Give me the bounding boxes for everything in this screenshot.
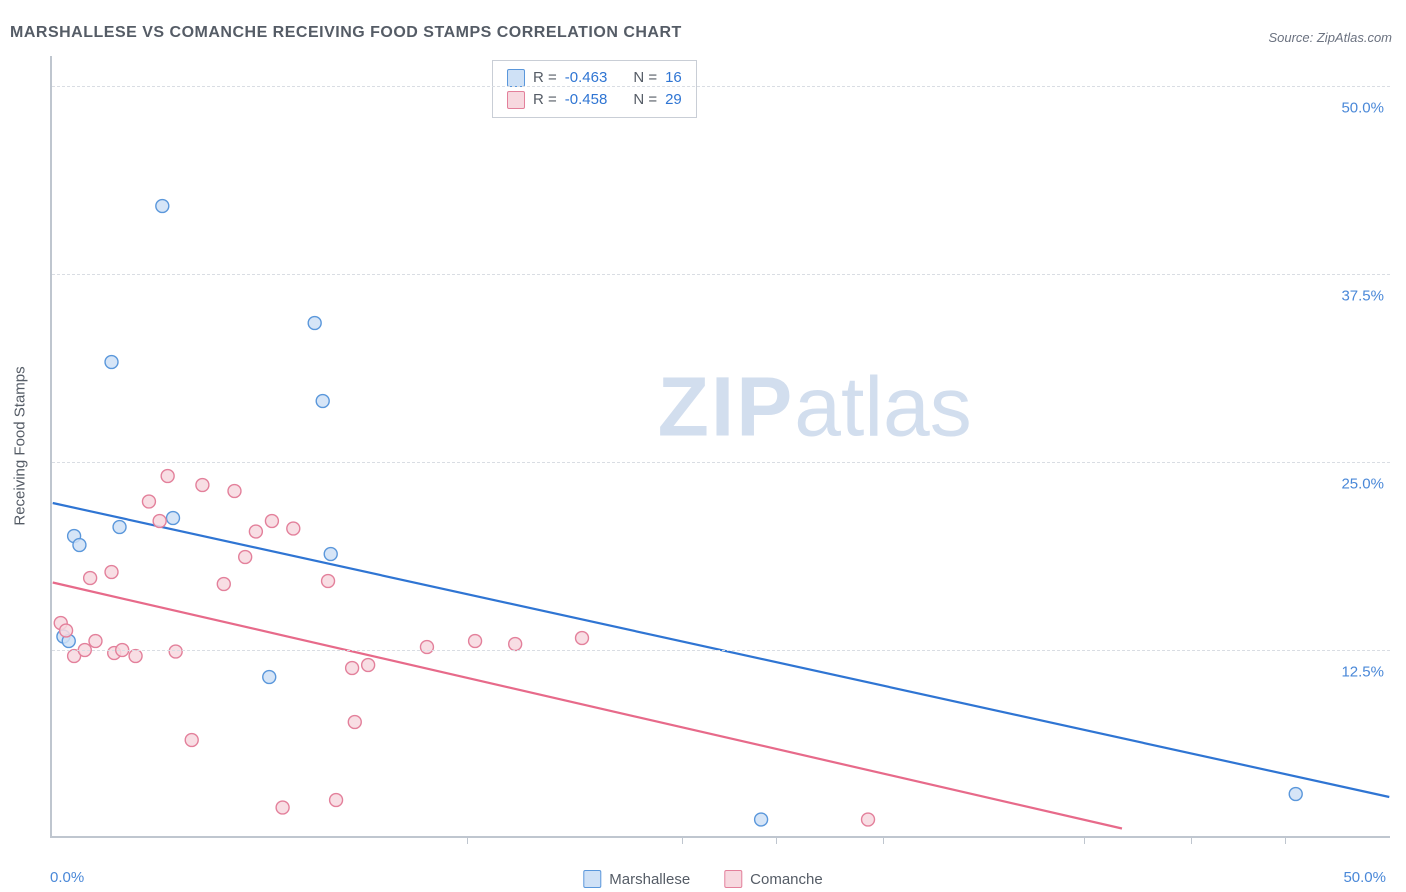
data-point xyxy=(265,515,278,528)
legend-swatch xyxy=(583,870,601,888)
data-point xyxy=(73,539,86,552)
gridline xyxy=(52,462,1390,463)
series-legend-item: Comanche xyxy=(724,870,823,888)
data-point xyxy=(276,801,289,814)
legend-row: R = -0.458 N = 29 xyxy=(507,89,682,111)
y-tick-label: 37.5% xyxy=(1341,288,1384,305)
data-point xyxy=(153,515,166,528)
data-point xyxy=(161,470,174,483)
data-point xyxy=(196,479,209,492)
data-point xyxy=(346,662,359,675)
y-tick-label: 25.0% xyxy=(1341,476,1384,493)
legend-swatch xyxy=(507,91,525,109)
data-point xyxy=(755,813,768,826)
legend-swatch xyxy=(507,69,525,87)
legend-r-label: R = xyxy=(533,89,557,111)
data-point xyxy=(862,813,875,826)
data-point xyxy=(509,638,522,651)
series-legend-label: Marshallese xyxy=(609,871,690,888)
data-point xyxy=(129,650,142,663)
data-point xyxy=(1289,788,1302,801)
data-point xyxy=(324,548,337,561)
data-point xyxy=(113,521,126,534)
chart-title: MARSHALLESE VS COMANCHE RECEIVING FOOD S… xyxy=(10,24,682,42)
data-point xyxy=(169,645,182,658)
x-tick xyxy=(682,836,683,844)
series-legend-label: Comanche xyxy=(750,871,823,888)
correlation-legend: R =-0.463N =16R =-0.458N =29 xyxy=(492,60,697,118)
data-point xyxy=(576,632,589,645)
data-point xyxy=(89,635,102,648)
data-point xyxy=(348,716,361,729)
x-tick xyxy=(1084,836,1085,844)
data-point xyxy=(362,659,375,672)
data-point xyxy=(330,794,343,807)
data-point xyxy=(142,495,155,508)
series-legend-item: Marshallese xyxy=(583,870,690,888)
x-tick xyxy=(1191,836,1192,844)
x-tick xyxy=(467,836,468,844)
plot-area: ZIPatlas R =-0.463N =16R =-0.458N =29 12… xyxy=(50,56,1390,838)
gridline xyxy=(52,274,1390,275)
gridline xyxy=(52,86,1390,87)
data-point xyxy=(105,356,118,369)
data-point xyxy=(228,485,241,498)
x-tick xyxy=(883,836,884,844)
source-label: Source: ZipAtlas.com xyxy=(1268,30,1392,45)
legend-r-value: -0.458 xyxy=(565,89,608,111)
data-point xyxy=(84,572,97,585)
scatter-svg xyxy=(52,56,1390,836)
y-tick-label: 12.5% xyxy=(1341,664,1384,681)
series-legend: Marshallese Comanche xyxy=(583,870,822,888)
chart-container: MARSHALLESE VS COMANCHE RECEIVING FOOD S… xyxy=(0,0,1406,892)
data-point xyxy=(316,395,329,408)
x-tick xyxy=(1285,836,1286,844)
x-tick xyxy=(776,836,777,844)
gridline xyxy=(52,650,1390,651)
data-point xyxy=(156,200,169,213)
y-axis-title: Receiving Food Stamps xyxy=(12,366,29,525)
data-point xyxy=(322,575,335,588)
data-point xyxy=(308,317,321,330)
x-axis-min-label: 0.0% xyxy=(50,869,84,886)
data-point xyxy=(185,734,198,747)
data-point xyxy=(263,671,276,684)
y-tick-label: 50.0% xyxy=(1341,100,1384,117)
data-point xyxy=(217,578,230,591)
data-point xyxy=(239,551,252,564)
data-point xyxy=(469,635,482,648)
data-point xyxy=(105,566,118,579)
legend-n-label: N = xyxy=(633,89,657,111)
legend-n-value: 29 xyxy=(665,89,682,111)
legend-swatch xyxy=(724,870,742,888)
data-point xyxy=(167,512,180,525)
regression-line xyxy=(53,583,1122,829)
data-point xyxy=(420,641,433,654)
x-axis-max-label: 50.0% xyxy=(1343,869,1386,886)
data-point xyxy=(287,522,300,535)
data-point xyxy=(60,624,73,637)
data-point xyxy=(249,525,262,538)
